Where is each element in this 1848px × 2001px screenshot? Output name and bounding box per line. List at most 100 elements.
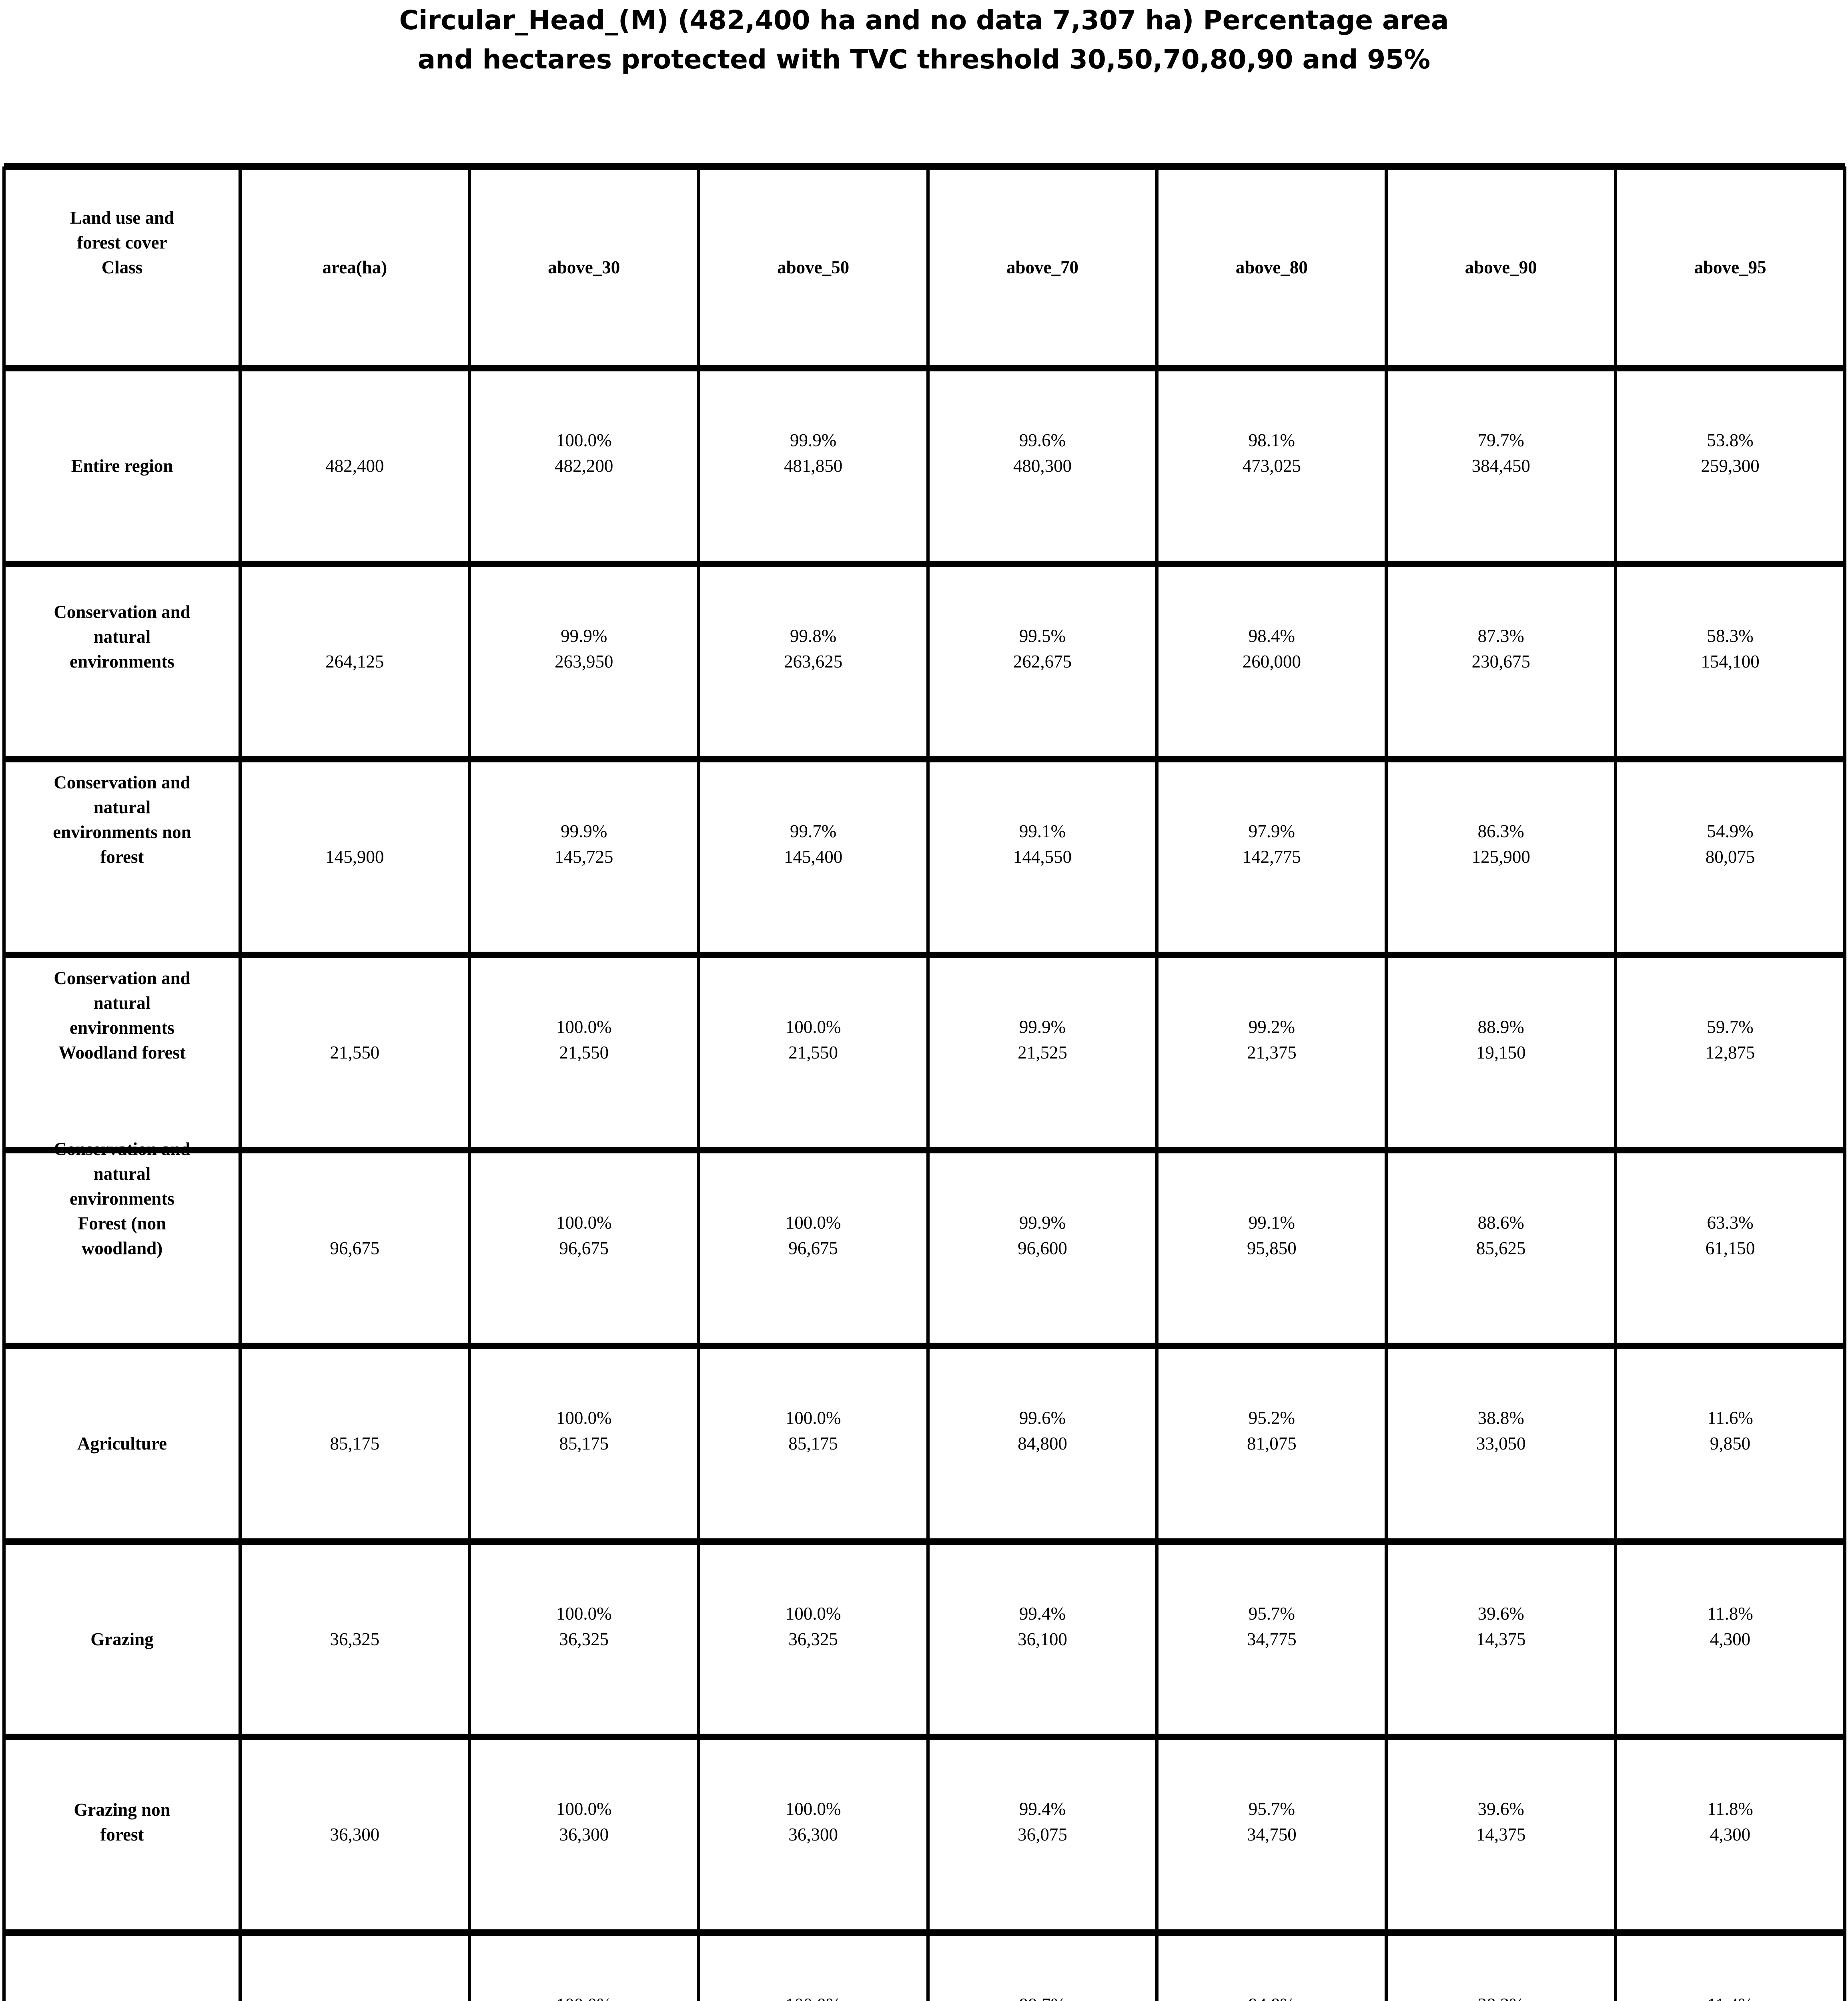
hectares-value: 21,550 xyxy=(559,1043,609,1063)
header-text: area(ha) xyxy=(322,257,387,277)
threshold-pair: 54.9% 80,075 xyxy=(1706,821,1755,870)
hectares-value: 263,625 xyxy=(784,651,843,672)
threshold-pair: 88.9% 19,150 xyxy=(1476,1017,1526,1065)
row-label: Grazing xyxy=(90,1629,154,1649)
threshold-pair: 99.9% 263,950 xyxy=(555,626,613,674)
data-table: Land use and forest cover Class area(ha) a… xyxy=(2,163,1846,2001)
hectares-value: 473,025 xyxy=(1242,456,1301,476)
percent-value: 100.0% xyxy=(785,1212,841,1233)
percent-value: 39.6% xyxy=(1477,1603,1524,1624)
threshold-cell: 100.0% 21,550 xyxy=(469,955,699,1151)
threshold-pair: 100.0% 21,550 xyxy=(556,1017,612,1065)
hectares-value: 84,800 xyxy=(1018,1434,1067,1454)
percent-value: 100.0% xyxy=(786,1992,841,2001)
percent-value: 58.3% xyxy=(1707,626,1754,646)
percent-value: 94.8% xyxy=(1249,1992,1295,2001)
threshold-cell: 100.0% 482,200 xyxy=(469,368,699,564)
threshold-pair: 99.1% 95,850 xyxy=(1247,1213,1297,1261)
percent-value: 88.9% xyxy=(1477,1017,1524,1037)
threshold-pair: 99.5% 262,675 xyxy=(1013,626,1072,674)
threshold-cell: 100.0% 36,325 xyxy=(469,1542,699,1737)
percent-value: 100.0% xyxy=(556,1212,612,1233)
threshold-cell: 99.9% 145,725 xyxy=(469,759,699,955)
percent-value: 59.7% xyxy=(1707,1017,1754,1037)
grid-line-vertical xyxy=(1843,166,1846,2001)
percent-value: 99.9% xyxy=(1019,1017,1066,1037)
area-cell: 145,900 xyxy=(240,759,469,955)
threshold-cell: 95.7% 34,750 xyxy=(1157,1737,1386,1933)
threshold-pair: 100.0% 21,550 xyxy=(786,1017,841,1065)
row-label: Agriculture xyxy=(77,1434,167,1454)
threshold-cell: 58.3% 154,100 xyxy=(1615,564,1845,760)
table-header-cell: Land use and forest cover Class xyxy=(4,166,240,368)
header-text: Land use and forest cover Class xyxy=(70,208,174,277)
threshold-cell: 87.3% 230,675 xyxy=(1386,564,1615,760)
hectares-value: 21,375 xyxy=(1247,1043,1297,1063)
percent-value: 99.9% xyxy=(561,821,607,842)
percent-value: 99.4% xyxy=(1019,1603,1066,1624)
threshold-cell: 100.0% 96,675 xyxy=(469,1150,699,1346)
threshold-pair: 87.3% 230,675 xyxy=(1472,626,1530,674)
threshold-cell: 11.6% 9,850 xyxy=(1615,1346,1845,1542)
threshold-pair: 100.0% 36,325 xyxy=(556,1604,612,1652)
hectares-value: 12,875 xyxy=(1705,1043,1755,1063)
percent-value: 99.8% xyxy=(790,626,837,646)
percent-value: 99.6% xyxy=(1019,1408,1066,1428)
hectares-value: 482,200 xyxy=(555,456,613,476)
hectares-value: 14,375 xyxy=(1476,1825,1526,1845)
hectares-value: 144,550 xyxy=(1013,847,1072,867)
percent-value: 53.8% xyxy=(1707,430,1754,451)
hectares-value: 34,775 xyxy=(1247,1629,1297,1649)
percent-value: 99.5% xyxy=(1019,626,1066,646)
threshold-pair: 38.8% 33,050 xyxy=(1476,1408,1526,1456)
row-label-cell: Conservation and natural environments xyxy=(4,564,240,760)
threshold-pair: 98.1% 473,025 xyxy=(1242,430,1301,479)
row-label-cell: Irrigation xyxy=(4,1933,240,2001)
row-label: Conservation and natural environments no… xyxy=(53,772,191,867)
threshold-cell: 100.0% 85,175 xyxy=(699,1346,928,1542)
percent-value: 99.9% xyxy=(1019,1212,1066,1233)
area-cell: 85,175 xyxy=(240,1346,469,1542)
threshold-cell: 86.3% 125,900 xyxy=(1386,759,1615,955)
percent-value: 99.2% xyxy=(1248,1017,1295,1037)
hectares-value: 384,450 xyxy=(1471,456,1530,476)
row-label: Conservation and natural environments Fo… xyxy=(54,1139,190,1258)
percent-value: 100.0% xyxy=(785,1408,841,1428)
threshold-pair: 100.0% 482,200 xyxy=(555,430,613,479)
area-cell: 482,400 xyxy=(240,368,469,564)
threshold-cell: 100.0%48,800 xyxy=(699,1933,928,2001)
area-cell: 36,300 xyxy=(240,1737,469,1933)
grid-line-vertical xyxy=(467,166,471,2001)
grid-line-horizontal xyxy=(4,560,1845,567)
area-value: 36,325 xyxy=(330,1629,380,1649)
threshold-cell: 100.0% 36,300 xyxy=(469,1737,699,1933)
threshold-cell: 100.0% 36,325 xyxy=(699,1542,928,1737)
threshold-pair: 99.9% 481,850 xyxy=(784,430,842,479)
area-value: 264,125 xyxy=(325,651,384,672)
hectares-value: 4,300 xyxy=(1710,1825,1751,1845)
hectares-value: 36,100 xyxy=(1018,1629,1067,1649)
hectares-value: 14,375 xyxy=(1476,1629,1526,1649)
percent-value: 95.7% xyxy=(1248,1603,1295,1624)
threshold-pair: 63.3% 61,150 xyxy=(1705,1213,1755,1261)
threshold-pair: 79.7% 384,450 xyxy=(1471,430,1530,479)
hectares-value: 36,300 xyxy=(559,1825,609,1845)
hectares-value: 61,150 xyxy=(1705,1238,1755,1258)
area-value: 96,675 xyxy=(330,1238,380,1258)
row-label: Conservation and natural environments xyxy=(54,602,190,672)
hectares-value: 36,325 xyxy=(559,1629,609,1649)
threshold-pair: 11.8% 4,300 xyxy=(1707,1799,1753,1847)
hectares-value: 19,150 xyxy=(1476,1043,1526,1063)
threshold-cell: 63.3% 61,150 xyxy=(1615,1150,1845,1346)
hectares-value: 85,175 xyxy=(788,1434,838,1454)
percent-value: 100.0% xyxy=(785,1017,841,1037)
table-header-cell: above_95 xyxy=(1615,166,1845,368)
threshold-cell: 95.2% 81,075 xyxy=(1157,1346,1386,1542)
percent-value: 100.0% xyxy=(556,430,612,451)
threshold-pair: 99.9% 96,600 xyxy=(1018,1213,1067,1261)
hectares-value: 36,325 xyxy=(788,1629,838,1649)
page-title: Circular_Head_(M) (482,400 ha and no dat… xyxy=(0,1,1848,79)
percent-value: 99.1% xyxy=(1248,1212,1295,1233)
percent-value: 95.7% xyxy=(1248,1799,1295,1819)
threshold-cell: 11.8% 4,300 xyxy=(1615,1737,1845,1933)
